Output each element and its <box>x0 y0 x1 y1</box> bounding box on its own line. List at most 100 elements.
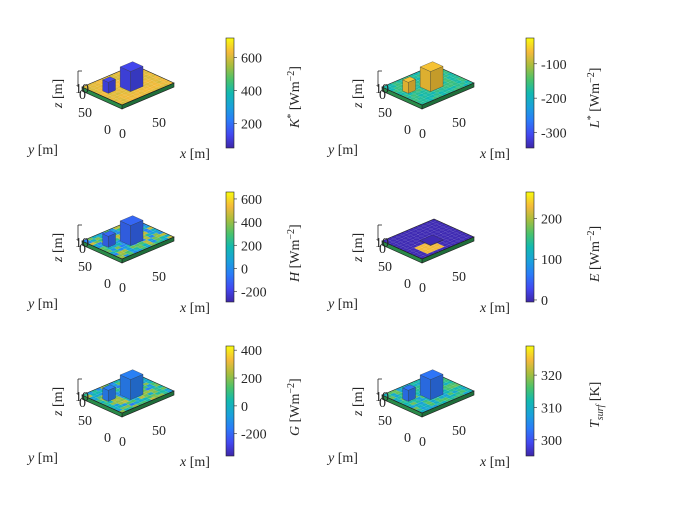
surface-cell <box>394 391 402 395</box>
surface-cell <box>420 95 429 99</box>
surface-cell <box>433 232 441 236</box>
surface-cell <box>444 90 453 94</box>
surface-cell <box>415 88 423 92</box>
surface-cell <box>458 389 467 394</box>
surface-cell <box>89 84 98 89</box>
surface-cell <box>143 236 151 240</box>
colorbar-label-exp: −2 <box>586 231 597 242</box>
surface-cell <box>425 401 433 405</box>
surface-cell <box>162 391 170 395</box>
surface-cell <box>151 82 159 86</box>
colorbar-label: L* [Wm−2] <box>586 68 603 129</box>
axis-symbol: z <box>51 256 66 263</box>
surface-cell <box>113 403 121 407</box>
axis-unit: [m] <box>186 455 210 470</box>
surface-cell <box>440 246 448 250</box>
surface-cell <box>149 396 157 401</box>
surface-cell <box>414 246 422 250</box>
surface-cell <box>445 87 454 91</box>
colorbar-tick-label: 100 <box>541 253 562 268</box>
surface-plot <box>381 61 475 110</box>
colorbar-tick-label: 600 <box>241 193 262 208</box>
surface-cell <box>129 91 137 95</box>
surface-cell <box>438 241 446 245</box>
surface-cell <box>413 95 421 99</box>
surface-cell <box>140 92 148 96</box>
z-tick-label: 0 <box>79 88 86 103</box>
surface-cell <box>406 400 414 404</box>
surface-cell <box>447 388 456 392</box>
surface-cell <box>144 387 152 391</box>
surface-cell <box>128 94 136 98</box>
colorbar-label-exp: −2 <box>286 383 297 394</box>
surface-cell <box>152 232 160 237</box>
axis-unit: [m] <box>51 233 66 257</box>
surface-cell <box>131 96 140 100</box>
x-tick-label: 50 <box>452 424 466 439</box>
colorbar-label-sup: * <box>586 115 597 120</box>
colorbar-tick-label: 320 <box>541 369 562 384</box>
y-axis-label: y [m] <box>26 143 58 158</box>
surface-cell <box>429 399 437 403</box>
axis-symbol: y <box>326 297 335 312</box>
surface-cell <box>157 85 166 89</box>
surface-cell <box>445 229 453 234</box>
colorbar-tick-label: -200 <box>241 428 267 443</box>
surface-cell <box>147 234 156 238</box>
axis-unit: [m] <box>34 143 58 158</box>
surface-cell <box>158 81 167 86</box>
surface-cell <box>444 398 453 402</box>
surface-cell <box>458 235 467 240</box>
surface-cell <box>431 250 440 254</box>
surface-cell <box>414 231 423 235</box>
axis-unit: [m] <box>351 233 366 257</box>
x-tick-label: 0 <box>419 435 426 450</box>
surface-cell <box>423 227 431 231</box>
surface-cell <box>150 85 158 89</box>
surface-cell <box>133 243 142 247</box>
surface-cell <box>114 246 122 250</box>
surface-cell <box>86 83 94 87</box>
surface-cell <box>399 243 408 247</box>
surface-cell <box>407 243 415 247</box>
surface-cell <box>117 93 125 97</box>
axis-symbol: y <box>326 143 335 158</box>
surface-cell <box>141 243 149 247</box>
surface-cell <box>408 239 416 243</box>
surface-cell <box>419 252 428 256</box>
building-top <box>102 384 116 391</box>
surface-cell <box>127 252 135 256</box>
surface-cell <box>413 234 422 238</box>
surface-cell <box>137 91 145 95</box>
surface-cell <box>137 399 145 403</box>
surface-cell <box>442 74 450 78</box>
surface-cell <box>114 400 122 404</box>
surface-cell <box>432 246 441 251</box>
surface-cell <box>442 393 450 398</box>
surface-cell <box>462 83 470 87</box>
surface-cell <box>150 239 158 243</box>
axis-unit: [m] <box>334 143 358 158</box>
surface-cell <box>93 394 101 398</box>
surface-cell <box>117 247 125 251</box>
building-top <box>102 76 116 83</box>
surface-cell <box>124 250 132 254</box>
surface-cell <box>424 250 432 254</box>
colorbar <box>525 191 535 303</box>
colorbar <box>225 37 235 149</box>
surface-cell <box>454 391 462 395</box>
axis-unit: [m] <box>351 387 366 411</box>
building-top <box>102 230 116 237</box>
surface-cell <box>145 395 154 399</box>
surface-cell <box>436 94 444 98</box>
surface-cell <box>433 243 442 247</box>
colorbar-tick-label: 200 <box>241 372 262 387</box>
surface-cell <box>411 229 419 233</box>
surface-cell <box>95 387 103 391</box>
surface-cell <box>96 395 104 400</box>
colorbar-tick-label: 300 <box>541 434 562 449</box>
surface-cell <box>395 79 403 83</box>
surface-cell <box>450 239 458 243</box>
surface-cell <box>132 92 141 97</box>
